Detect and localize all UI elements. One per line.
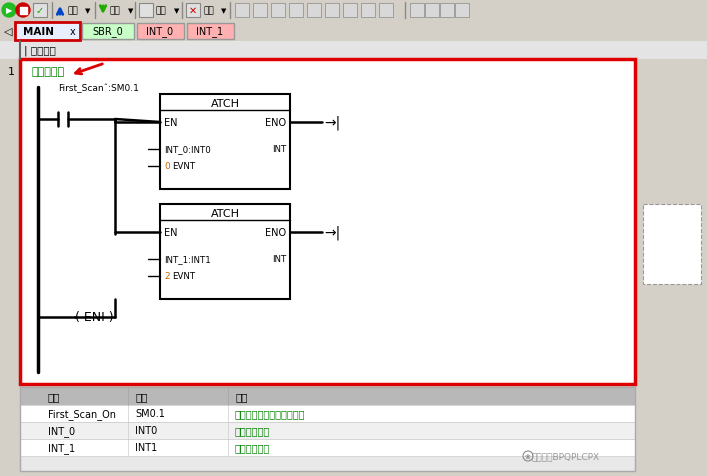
Text: INT_1: INT_1 — [48, 442, 75, 453]
Text: 删除: 删除 — [203, 7, 214, 15]
Bar — [20, 60, 635, 384]
Text: 1: 1 — [8, 67, 15, 77]
Bar — [0, 22, 707, 42]
Text: ✕: ✕ — [189, 6, 197, 16]
Bar — [20, 439, 635, 456]
Text: ❀: ❀ — [525, 453, 531, 459]
Text: 中断例程注释: 中断例程注释 — [235, 426, 270, 436]
Text: 下载: 下载 — [110, 7, 121, 15]
Text: 符号: 符号 — [48, 391, 61, 401]
Text: 微信号：BPQPLCPX: 微信号：BPQPLCPX — [532, 452, 600, 461]
Text: INT1: INT1 — [135, 443, 157, 453]
Bar — [160, 205, 290, 299]
Bar — [361, 4, 375, 18]
Bar — [186, 4, 200, 18]
Bar — [253, 4, 267, 18]
Text: INT_0: INT_0 — [48, 425, 75, 436]
Text: 地址: 地址 — [135, 391, 148, 401]
Text: ATCH: ATCH — [211, 99, 240, 109]
Bar — [379, 4, 393, 18]
Bar — [160, 95, 290, 189]
Text: SBR_0: SBR_0 — [93, 27, 124, 38]
Bar — [20, 405, 635, 422]
Bar — [187, 24, 234, 40]
Text: EVNT: EVNT — [172, 272, 195, 281]
Bar — [139, 4, 153, 18]
Bar — [0, 0, 707, 22]
Circle shape — [2, 4, 16, 18]
Text: 2: 2 — [164, 272, 170, 281]
Bar — [325, 4, 339, 18]
Bar — [343, 4, 357, 18]
Text: INT_0:INT0: INT_0:INT0 — [164, 145, 211, 154]
Bar — [20, 387, 635, 471]
Bar — [410, 4, 424, 18]
Bar — [20, 8, 26, 14]
Text: →|: →| — [324, 116, 340, 130]
Text: INT: INT — [271, 255, 286, 264]
Text: 0: 0 — [164, 162, 170, 171]
Text: INT0: INT0 — [135, 426, 157, 436]
Text: ( ENI ): ( ENI ) — [75, 311, 114, 324]
Text: 注释: 注释 — [235, 391, 247, 401]
Text: ENO: ENO — [265, 228, 286, 238]
Bar — [307, 4, 321, 18]
Text: INT_1: INT_1 — [197, 27, 223, 38]
Bar — [289, 4, 303, 18]
Circle shape — [16, 4, 30, 18]
Bar — [440, 4, 454, 18]
Bar — [0, 42, 707, 60]
Text: ◁: ◁ — [4, 27, 12, 37]
Text: 程序段注释: 程序段注释 — [32, 67, 65, 77]
Text: 上传: 上传 — [67, 7, 78, 15]
Text: First_Scanˆ:SM0.1: First_Scanˆ:SM0.1 — [58, 83, 139, 92]
Text: x: x — [70, 27, 76, 37]
Text: ▼: ▼ — [221, 8, 226, 14]
Text: EN: EN — [164, 228, 177, 238]
Bar — [271, 4, 285, 18]
Text: ✓: ✓ — [36, 6, 44, 16]
Bar — [643, 205, 701, 284]
Text: MAIN: MAIN — [23, 27, 54, 37]
Text: ▼: ▼ — [128, 8, 134, 14]
Bar — [33, 4, 47, 18]
Text: ▼: ▼ — [174, 8, 180, 14]
Text: →|: →| — [324, 225, 340, 240]
Text: INT_1:INT1: INT_1:INT1 — [164, 255, 211, 264]
Text: ▶: ▶ — [6, 7, 12, 15]
Text: INT_0: INT_0 — [146, 27, 173, 38]
Bar — [15, 23, 80, 41]
Text: EVNT: EVNT — [172, 162, 195, 171]
Bar — [20, 387, 635, 405]
Text: 仅在第一个扫描周期时接通: 仅在第一个扫描周期时接通 — [235, 408, 305, 418]
Text: First_Scan_On: First_Scan_On — [48, 408, 116, 419]
Bar — [137, 24, 184, 40]
Text: ATCH: ATCH — [211, 208, 240, 218]
Text: | 程序注释: | 程序注释 — [24, 46, 56, 56]
Bar — [20, 422, 635, 439]
Bar — [425, 4, 439, 18]
Bar — [235, 4, 249, 18]
Bar — [20, 387, 635, 471]
Bar — [82, 24, 134, 40]
Text: EN: EN — [164, 118, 177, 128]
Text: ▼: ▼ — [85, 8, 90, 14]
Text: SM0.1: SM0.1 — [135, 408, 165, 418]
Text: ENO: ENO — [265, 118, 286, 128]
Bar — [455, 4, 469, 18]
Text: 中断例程注释: 中断例程注释 — [235, 443, 270, 453]
Text: INT: INT — [271, 145, 286, 154]
Text: 插入: 插入 — [156, 7, 167, 15]
